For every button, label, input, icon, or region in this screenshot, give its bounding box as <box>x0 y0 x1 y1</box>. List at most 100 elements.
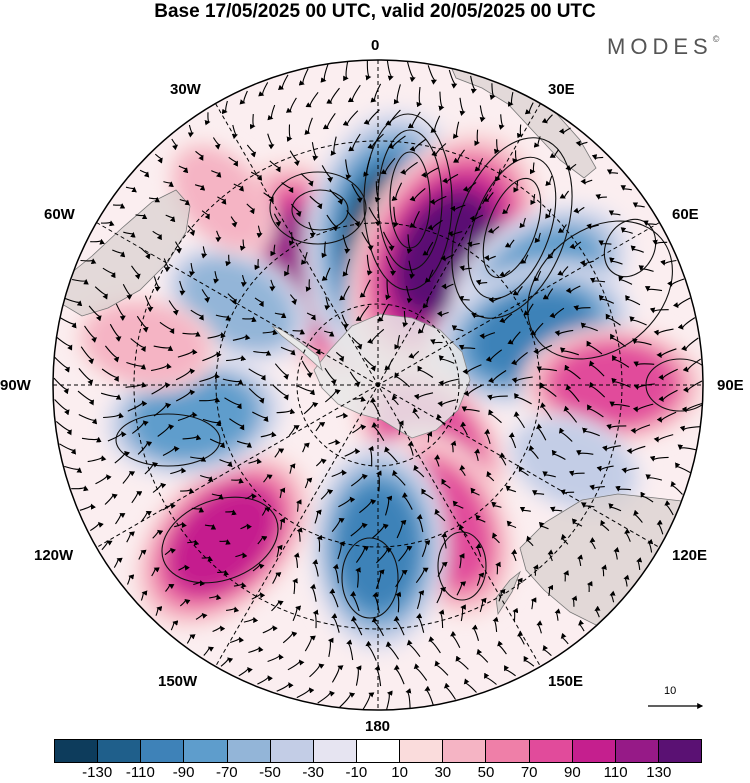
wind-arrow <box>394 334 401 350</box>
wind-arrow <box>296 499 302 512</box>
wind-arrow <box>276 544 283 558</box>
wind-arrow <box>557 266 569 276</box>
wind-arrow <box>239 239 246 252</box>
wind-arrow <box>102 267 116 279</box>
wind-arrow <box>269 160 281 173</box>
wind-arrow <box>59 317 77 329</box>
wind-arrow <box>513 411 525 429</box>
wind-arrow <box>212 625 226 633</box>
wind-arrow <box>274 448 285 458</box>
wind-arrow <box>542 644 552 656</box>
wind-arrow <box>516 577 523 590</box>
wind-arrow <box>304 477 313 489</box>
wind-arrow <box>277 74 289 91</box>
wind-arrow <box>350 615 363 636</box>
wind-arrow <box>107 431 127 442</box>
wind-arrow <box>298 68 309 86</box>
wind-arrow <box>257 675 273 685</box>
wind-arrow <box>455 655 469 670</box>
wind-arrow <box>343 60 349 82</box>
wind-arrow <box>175 241 182 254</box>
wind-arrow <box>545 175 553 187</box>
wind-arrow <box>211 170 222 178</box>
wind-arrow <box>262 329 278 336</box>
wind-arrow <box>495 561 501 575</box>
colorbar-tick-label: -10 <box>345 764 368 781</box>
wind-arrow <box>409 138 427 152</box>
wind-arrow <box>330 136 337 156</box>
wind-arrow <box>312 559 319 577</box>
wind-arrow <box>484 254 496 262</box>
wind-arrow <box>463 678 477 693</box>
wind-arrow <box>246 203 255 215</box>
wind-arrow <box>427 219 443 231</box>
wind-arrow <box>533 344 553 355</box>
wind-arrow <box>320 489 334 500</box>
wind-arrow <box>341 314 349 330</box>
wind-arrow <box>296 384 315 396</box>
wind-arrow <box>215 230 222 243</box>
wind-arrow <box>492 616 499 632</box>
wind-arrow <box>369 397 381 417</box>
wind-arrow <box>459 421 468 436</box>
wind-arrow <box>580 178 593 185</box>
wind-arrow <box>507 331 521 345</box>
wind-arrow <box>112 249 126 258</box>
wind-arrow <box>189 263 196 277</box>
wind-arrow <box>211 493 224 500</box>
wind-arrow <box>462 181 477 192</box>
wind-arrow <box>441 532 448 549</box>
wind-arrow <box>71 485 89 492</box>
wind-arrow <box>53 377 69 395</box>
wind-arrow <box>470 487 480 496</box>
wind-arrow <box>518 465 529 477</box>
wind-arrow <box>409 211 420 228</box>
wind-arrow <box>458 553 465 569</box>
wind-arrow <box>421 167 439 178</box>
colorbar-tick-label: 90 <box>564 764 581 781</box>
wind-arrow <box>152 230 162 241</box>
wind-arrow <box>204 524 217 530</box>
wind-arrow <box>474 129 480 146</box>
wind-arrow <box>483 192 494 202</box>
wind-arrow <box>429 195 447 206</box>
wind-arrow <box>199 373 221 383</box>
wind-arrow <box>165 583 175 592</box>
wind-arrow <box>371 421 385 441</box>
wind-arrow <box>351 183 363 204</box>
wind-arrow <box>415 613 425 633</box>
wind-arrow <box>231 477 244 484</box>
wind-arrow <box>335 351 345 363</box>
wind-arrow <box>139 169 150 178</box>
wind-arrow <box>675 462 691 474</box>
wind-arrow <box>267 133 275 150</box>
wind-arrow <box>262 625 278 634</box>
wind-arrow <box>633 361 655 367</box>
wind-arrow <box>545 208 552 219</box>
wind-arrow <box>575 140 588 147</box>
wind-arrow <box>144 295 154 313</box>
wind-arrow <box>459 464 466 476</box>
wind-arrow <box>249 114 256 130</box>
wind-arrow <box>476 572 485 586</box>
wind-arrow <box>204 112 211 126</box>
wind-arrow <box>327 637 334 658</box>
wind-arrow <box>487 394 508 401</box>
wind-arrow <box>485 349 503 363</box>
wind-arrow <box>276 682 294 692</box>
wind-arrow <box>219 539 231 545</box>
wind-arrow <box>479 332 496 340</box>
wind-arrow <box>355 546 370 563</box>
wind-arrow <box>591 154 604 161</box>
wind-arrow <box>316 534 323 552</box>
wind-arrow <box>469 214 484 222</box>
wind-arrow <box>385 641 400 660</box>
wind-arrow <box>416 513 424 533</box>
wind-arrow <box>645 474 663 481</box>
wind-arrow <box>398 420 404 436</box>
wind-arrow <box>453 149 465 163</box>
wind-arrow <box>497 640 507 655</box>
wind-arrow <box>71 278 89 285</box>
wind-arrow <box>359 279 371 298</box>
wind-arrow <box>131 265 141 280</box>
